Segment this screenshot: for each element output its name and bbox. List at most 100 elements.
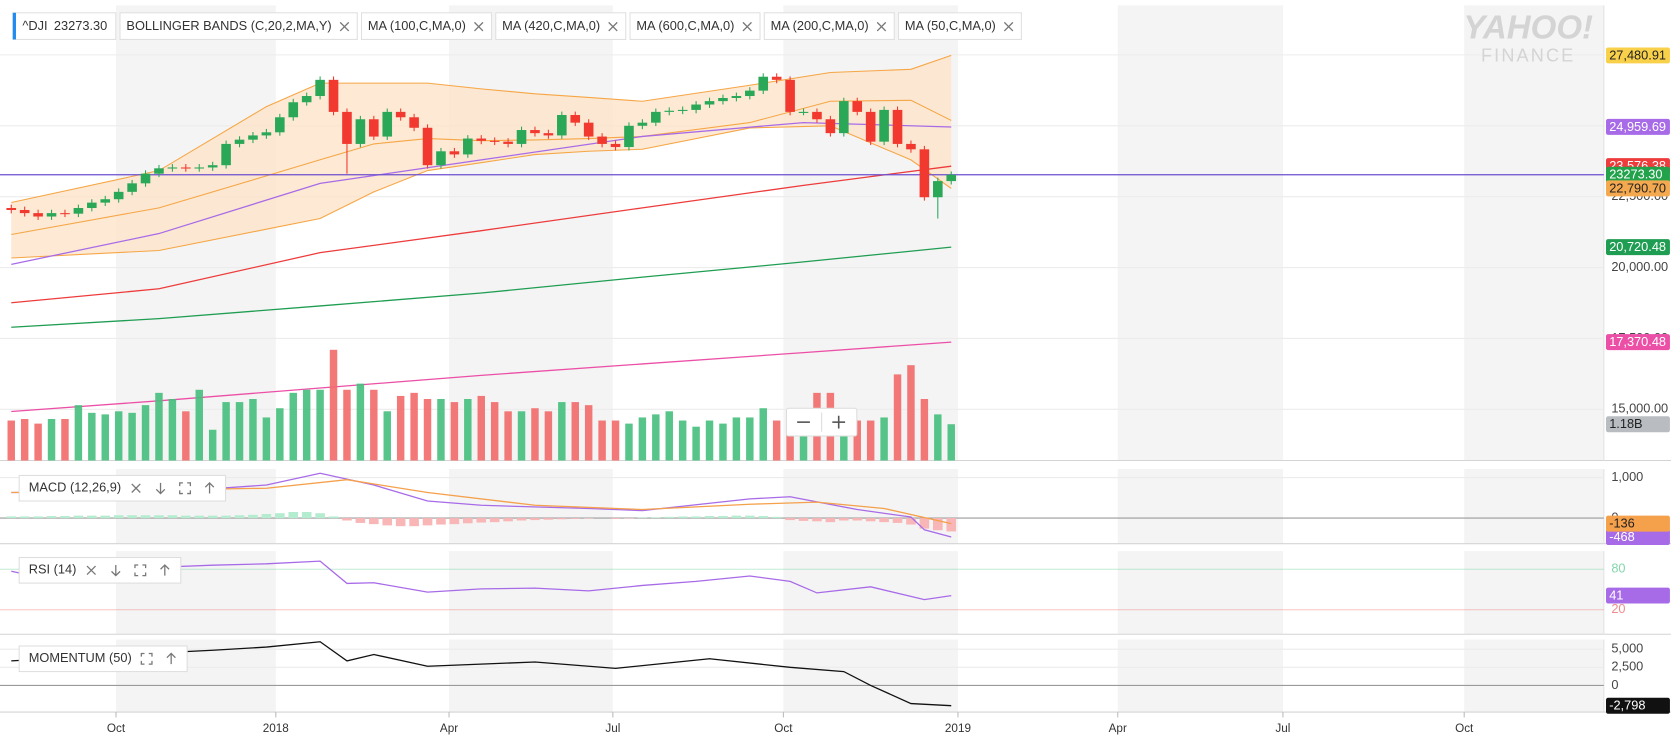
histogram-bar	[798, 518, 809, 521]
histogram-bar	[6, 516, 17, 519]
volume-bar	[141, 405, 150, 461]
bollinger-fill	[11, 55, 952, 258]
zoom-control[interactable]	[785, 407, 858, 437]
close-icon[interactable]	[474, 21, 484, 32]
candle-body	[315, 79, 325, 97]
study-chip[interactable]	[495, 12, 627, 40]
volume-bar	[544, 411, 553, 461]
histogram-bar	[154, 515, 164, 519]
candle-body	[382, 111, 393, 137]
candle-body	[6, 208, 17, 210]
volume-bar	[329, 349, 338, 461]
close-icon[interactable]	[1003, 21, 1014, 32]
candle-body	[637, 122, 648, 126]
volume-bar	[504, 411, 512, 461]
period-shade	[449, 639, 613, 713]
histogram-bar	[933, 518, 943, 531]
close-icon[interactable]	[86, 565, 96, 576]
histogram-bar	[409, 518, 419, 527]
candle-body	[865, 111, 876, 142]
move-down-icon[interactable]	[155, 482, 166, 495]
move-up-icon[interactable]	[160, 564, 170, 576]
candle-body	[355, 119, 366, 144]
move-down-icon[interactable]	[111, 564, 121, 577]
indicator-title: MOMENTUM (50)	[29, 650, 132, 665]
volume-bar	[343, 389, 351, 461]
ui-layer: YAHOO! FINANCE Oct 2018 Apr Jul Oct 2019 Apr Ju…	[12, 10, 1670, 735]
volume-bar	[20, 418, 29, 461]
volume-bar	[893, 374, 902, 461]
histogram-bar	[530, 518, 540, 521]
candle-body	[933, 181, 943, 198]
move-up-icon[interactable]	[166, 652, 176, 665]
y-tick-label: 20	[1611, 601, 1625, 616]
close-icon[interactable]	[876, 21, 887, 32]
volume-bar	[934, 414, 942, 461]
histogram-bar	[140, 515, 151, 519]
candle-body	[301, 96, 312, 103]
histogram-bar	[946, 518, 957, 532]
expand-icon[interactable]	[179, 482, 192, 495]
volume-bar	[101, 414, 109, 461]
close-icon[interactable]	[339, 21, 350, 32]
candle-body	[234, 139, 245, 144]
histogram-bar	[476, 518, 487, 523]
histogram-bar	[100, 515, 111, 519]
histogram-bar	[395, 518, 406, 527]
candle-body	[557, 115, 567, 136]
candle-body	[919, 149, 930, 198]
study-chip[interactable]	[360, 12, 493, 40]
close-icon[interactable]	[742, 21, 752, 32]
candle-body	[342, 111, 352, 144]
candle-body	[785, 79, 795, 112]
volume-bar	[356, 383, 365, 461]
histogram-bar	[315, 513, 325, 519]
volume-bar	[47, 418, 56, 461]
volume-bar	[155, 392, 163, 461]
candle-body	[113, 191, 124, 200]
expand-icon[interactable]	[134, 564, 147, 577]
x-tick-label: Oct	[107, 722, 126, 735]
x-tick-label: Jul	[1275, 722, 1290, 735]
volume-bar	[249, 398, 257, 461]
volume-bar	[370, 389, 378, 461]
candle-body	[906, 143, 916, 150]
candle-body	[207, 165, 218, 168]
study-chip[interactable]	[629, 12, 761, 40]
candle-body	[570, 115, 581, 123]
expand-icon[interactable]	[140, 652, 153, 665]
close-icon[interactable]	[131, 483, 141, 493]
histogram-bar	[718, 516, 728, 519]
volume-bar	[920, 398, 929, 461]
candle-body	[288, 102, 299, 118]
histogram-bar	[221, 515, 231, 519]
chip-label: 23273.30	[54, 18, 107, 33]
study-chip[interactable]	[897, 12, 1022, 40]
volume-bar	[746, 417, 754, 461]
candle-body	[825, 119, 836, 134]
volume-bar	[437, 398, 445, 461]
candle-body	[436, 151, 446, 166]
candle-body	[946, 174, 957, 182]
move-up-icon[interactable]	[204, 481, 215, 494]
histogram-bar	[745, 515, 755, 519]
volume-bar	[423, 398, 432, 461]
candle-body	[543, 133, 554, 136]
moving-average	[11, 165, 952, 304]
candle-body	[369, 119, 379, 137]
study-chip[interactable]	[119, 12, 358, 40]
histogram-bar	[557, 518, 567, 520]
x-tick-label: Jul	[605, 722, 620, 735]
histogram-bar	[449, 518, 460, 525]
candle-body	[395, 111, 406, 118]
value-pill-label: 24,959.69	[1609, 119, 1666, 134]
histogram-bar	[771, 516, 782, 519]
close-icon[interactable]	[608, 21, 618, 32]
period-shade	[1464, 551, 1604, 635]
candle-body	[771, 76, 782, 80]
volume-bar	[759, 408, 767, 461]
candle-body	[839, 101, 849, 134]
study-chip[interactable]	[763, 12, 895, 40]
histogram-bar	[234, 515, 245, 519]
candle-body	[221, 143, 231, 166]
